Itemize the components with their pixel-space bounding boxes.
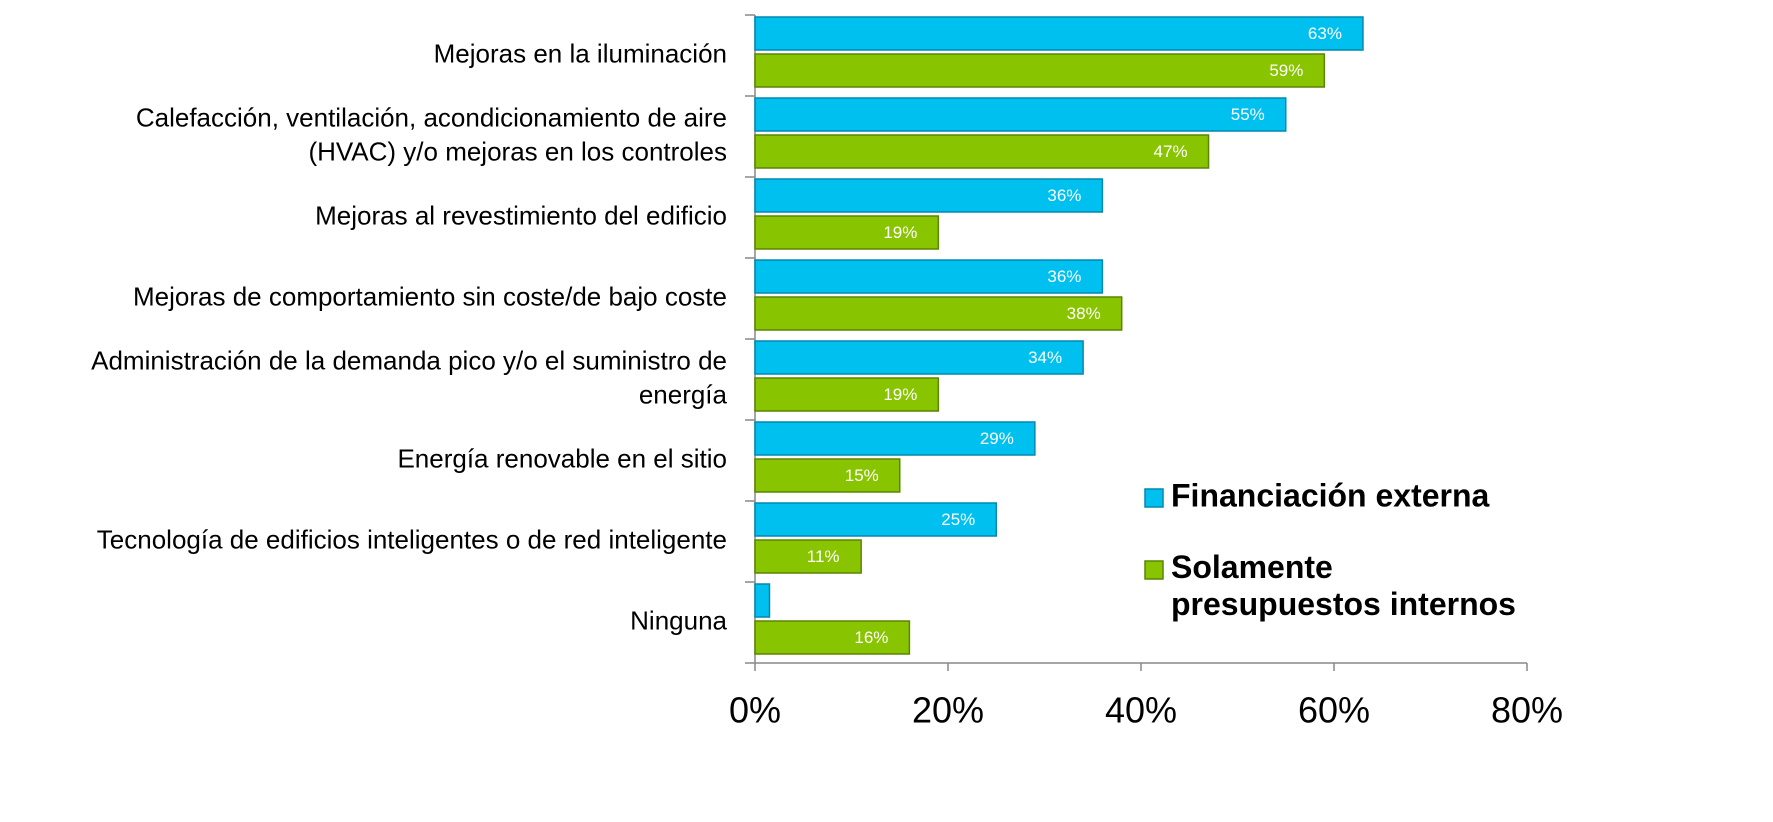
value-label: 19% [883,223,917,242]
bar [754,16,1364,51]
bar [754,421,1036,456]
bar [754,259,1104,294]
value-label: 36% [1047,267,1081,286]
bar [754,97,1287,132]
bar [754,53,1326,88]
bar [754,296,1123,331]
bar [754,620,911,655]
bar [754,458,901,493]
value-label: 15% [845,466,879,485]
value-label: 25% [941,510,975,529]
legend-swatch [1144,488,1164,508]
legend-label: Solamente presupuestos internos [1171,549,1516,622]
value-label: 11% [807,547,840,566]
category-label: Mejoras de comportamiento sin coste/de b… [133,281,727,311]
bar [754,502,997,537]
value-label: 34% [1028,348,1062,367]
legend-label: Financiación externa [1171,477,1490,513]
value-label: 19% [883,385,917,404]
x-tick-label: 60% [1298,690,1370,731]
value-label: 63% [1308,24,1342,43]
x-tick-label: 20% [912,690,984,731]
category-label: Mejoras al revestimiento del edificio [315,200,727,230]
x-tick-label: 0% [729,690,781,731]
category-label: Tecnología de edificios inteligentes o d… [97,524,727,554]
bar [754,215,940,250]
category-label: Mejoras en la iluminación [434,38,727,68]
bar [754,377,940,412]
bar [754,583,771,618]
value-label: 55% [1231,105,1265,124]
value-label: 16% [854,628,888,647]
bar [754,134,1210,169]
bar [754,539,862,574]
bar [754,340,1084,375]
x-tick-label: 80% [1491,690,1563,731]
value-label: 59% [1269,61,1303,80]
bar [754,178,1104,213]
category-label: Administración de la demanda pico y/o el… [91,345,727,409]
x-tick-label: 40% [1105,690,1177,731]
category-label: Energía renovable en el sitio [397,443,727,473]
legend-swatch [1144,560,1164,580]
category-label: Calefacción, ventilación, acondicionamie… [136,102,727,166]
category-label: Ninguna [630,605,727,635]
value-label: 47% [1154,142,1188,161]
value-label: 38% [1067,304,1101,323]
value-label: 29% [980,429,1014,448]
value-label: 36% [1047,186,1081,205]
